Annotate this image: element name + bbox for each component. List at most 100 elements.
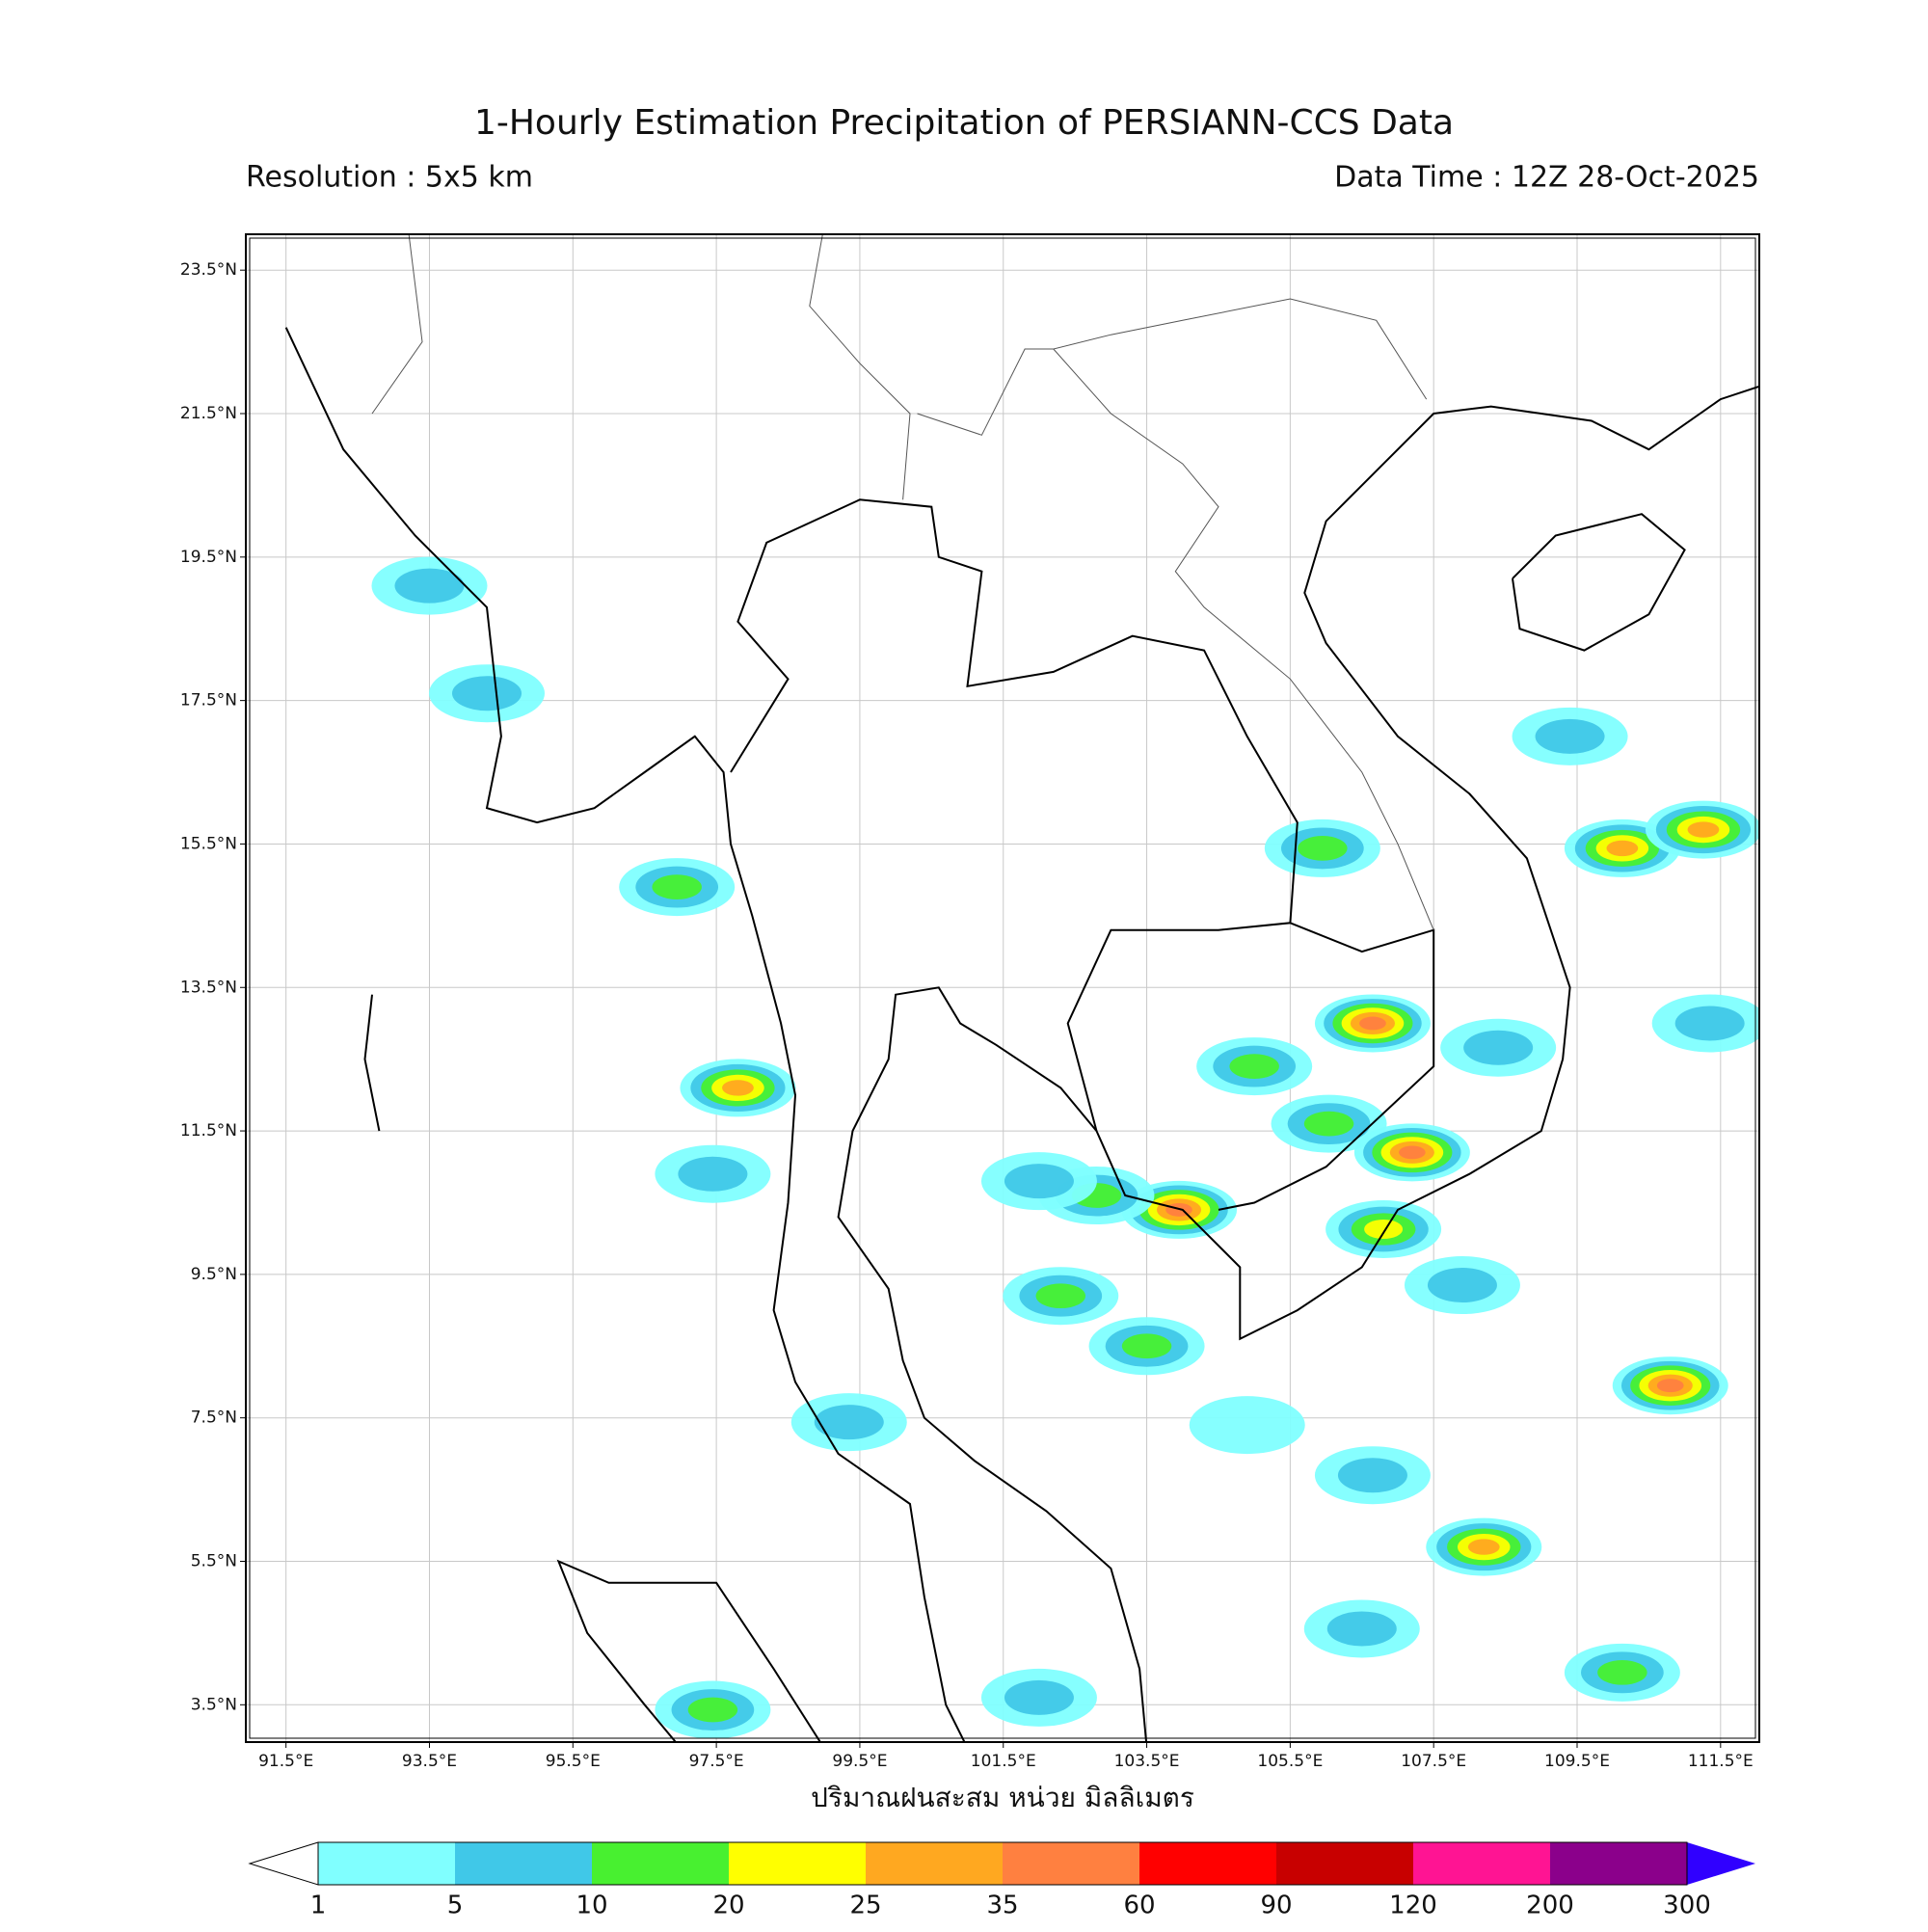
rain-cell (1003, 1267, 1119, 1326)
country-border (1052, 298, 1434, 930)
rain-layer (1303, 1111, 1354, 1137)
country-border (730, 498, 1299, 1132)
map-area (246, 234, 1759, 1742)
coastline (284, 327, 966, 1742)
resolution: Resolution : 5x5 km (246, 161, 533, 195)
colorbar-segment (729, 1842, 866, 1885)
colorbar-label: 90 (1260, 1892, 1292, 1920)
colorbar-label: 1 (310, 1892, 327, 1920)
rain-layer (1298, 836, 1348, 861)
rain-layer (1359, 1016, 1386, 1031)
country-border (371, 234, 423, 415)
rain-layer (1364, 1220, 1404, 1240)
rain-cell (1326, 1200, 1442, 1259)
colorbar-segment (866, 1842, 1003, 1885)
rain-layer (1189, 1396, 1305, 1455)
rain-layer (1427, 1268, 1497, 1303)
rain-layer (1674, 1006, 1745, 1041)
colorbar-outline (317, 1841, 1688, 1886)
colorbar-segment (1003, 1842, 1139, 1885)
rain-layer (1656, 1379, 1684, 1393)
map-frame-inner (249, 237, 1756, 1739)
y-tick-label: 3.5°N (191, 1695, 237, 1714)
rain-layer (1463, 1030, 1534, 1065)
rain-layer (1606, 840, 1639, 857)
y-tick-label: 17.5°N (180, 691, 237, 711)
rain-cell (619, 858, 736, 917)
y-tick-label: 7.5°N (191, 1409, 237, 1428)
colorbar-label: 200 (1526, 1892, 1574, 1920)
rain-layer (678, 1156, 748, 1192)
rain-cell (655, 1680, 771, 1739)
rain-layer (1535, 718, 1605, 754)
rain-cell (1271, 1094, 1387, 1153)
rain-cell (1564, 1643, 1680, 1702)
country-border (1218, 922, 1435, 1211)
rain-cell (1645, 800, 1759, 859)
rain-cell (371, 556, 488, 615)
rain-cell (1189, 1396, 1305, 1455)
rain-layer (814, 1405, 884, 1440)
rain-cell (1651, 994, 1759, 1053)
colorbar-segment (318, 1842, 455, 1885)
rain-cell (1404, 1256, 1520, 1315)
x-tick-label: 109.5°E (1544, 1752, 1610, 1771)
y-tick-label: 19.5°N (180, 548, 237, 567)
rain-layer (1337, 1458, 1407, 1493)
rain-layer (1326, 1611, 1397, 1647)
x-tick-label: 103.5°E (1114, 1752, 1180, 1771)
x-tick-label: 101.5°E (971, 1752, 1036, 1771)
rain-layer (1004, 1164, 1074, 1199)
colorbar-segment (1550, 1842, 1687, 1885)
colorbar-segment (592, 1842, 729, 1885)
colorbar-label: 60 (1123, 1892, 1155, 1920)
rain-cell (1314, 994, 1431, 1053)
y-tick-label: 11.5°N (180, 1121, 237, 1140)
colorbar-over (1687, 1842, 1755, 1885)
map-frame (245, 233, 1760, 1743)
coastline (1512, 513, 1686, 652)
rain-layer (652, 874, 702, 899)
colorbar-label: 25 (849, 1892, 881, 1920)
rain-layer (687, 1697, 738, 1723)
colorbar-segment (1413, 1842, 1550, 1885)
country-border (809, 234, 911, 500)
rain-layer (1467, 1539, 1500, 1555)
colorbar-label: 300 (1663, 1892, 1711, 1920)
rain-cell (1303, 1599, 1420, 1658)
rain-cell (1512, 707, 1628, 765)
x-tick-label: 107.5°E (1401, 1752, 1466, 1771)
data-time: Data Time : 12Z 28-Oct-2025 (1334, 161, 1759, 195)
rain-cell (1440, 1018, 1557, 1077)
x-tick-label: 91.5°E (258, 1752, 313, 1771)
y-tick-label: 13.5°N (180, 978, 237, 997)
rain-layer (1229, 1054, 1279, 1079)
y-tick-label: 21.5°N (180, 404, 237, 423)
rain-cell (1426, 1517, 1542, 1576)
x-tick-label: 111.5°E (1688, 1752, 1754, 1771)
coastline (556, 1559, 822, 1742)
x-tick-label: 105.5°E (1257, 1752, 1323, 1771)
rain-cell (980, 1668, 1097, 1727)
colorbar-label: 5 (447, 1892, 464, 1920)
rain-cell (1353, 1123, 1470, 1182)
rain-cell (790, 1393, 907, 1452)
colorbar-segment (1139, 1842, 1276, 1885)
x-label: ปริมาณฝนสะสม หน่วย มิลลิเมตร (811, 1782, 1194, 1813)
colorbar-label: 20 (712, 1892, 744, 1920)
rain-cell (655, 1144, 771, 1203)
x-tick-label: 97.5°E (689, 1752, 744, 1771)
y-tick-label: 15.5°N (180, 834, 237, 853)
colorbar-segment (1276, 1842, 1413, 1885)
rain-layer (1035, 1283, 1085, 1309)
country-border (917, 348, 1054, 436)
rain-layer (1004, 1679, 1074, 1715)
coastline (837, 385, 1759, 1742)
rain-layer (1121, 1333, 1172, 1359)
rain-layer (1597, 1659, 1647, 1685)
y-tick-label: 23.5°N (180, 260, 237, 280)
colorbar-label: 35 (986, 1892, 1018, 1920)
colorbar-segment (455, 1842, 592, 1885)
rain-cell (1196, 1037, 1313, 1096)
